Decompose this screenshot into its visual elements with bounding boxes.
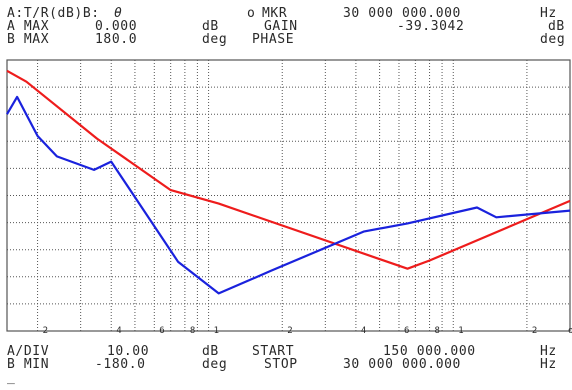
frequency-tick-label: 2	[43, 326, 48, 336]
a-max-unit: dB	[202, 19, 219, 34]
frequency-tick-label: 8	[435, 326, 440, 336]
marker-label: MKR	[262, 6, 288, 21]
gain-label: GAIN	[264, 19, 298, 34]
gain-unit: dB	[548, 19, 565, 34]
frequency-tick-label: 6	[159, 326, 164, 336]
frequency-tick-labels: 2 4 6 8 1 2 4 6 8 1 2 o	[43, 326, 572, 336]
frequency-tick-label: 4	[361, 326, 366, 336]
b-min-value: -180.0	[95, 357, 146, 372]
a-max-label: A MAX	[7, 19, 50, 34]
a-div-value: 10.00	[107, 344, 150, 359]
channel-label: A:T/R(dB)B:	[7, 6, 100, 21]
frequency-tick-label: 2	[287, 326, 292, 336]
a-div-unit: dB	[202, 344, 219, 359]
plot-grid	[6, 59, 571, 332]
phase-unit: deg	[540, 32, 566, 47]
b-max-unit: deg	[202, 32, 228, 47]
cursor-indicator: _	[7, 370, 16, 385]
gain-value: -39.3042	[397, 19, 465, 34]
stop-label: STOP	[264, 357, 298, 372]
frequency-tick-label: 1	[458, 326, 463, 336]
frequency-tick-label: 8	[190, 326, 195, 336]
a-div-label: A/DIV	[7, 344, 50, 359]
a-max-value: 0.000	[95, 19, 138, 34]
gain-trace	[6, 69, 571, 270]
frequency-tick-label: 6	[404, 326, 409, 336]
start-unit: Hz	[540, 344, 557, 359]
marker-icon: o	[247, 6, 256, 21]
stop-unit: Hz	[540, 357, 557, 372]
frequency-tick-label: 2	[532, 326, 537, 336]
marker-frequency: 30 000 000.000	[343, 6, 461, 21]
marker-frequency-unit: Hz	[540, 6, 557, 21]
b-min-unit: deg	[202, 357, 228, 372]
frequency-tick-label: 1	[214, 326, 219, 336]
start-value: 150 000.000	[383, 344, 476, 359]
b-max-value: 180.0	[95, 32, 138, 47]
b-max-label: B MAX	[7, 32, 50, 47]
theta-symbol: θ	[114, 6, 123, 21]
frequency-tick-label: 4	[116, 326, 121, 336]
stop-value: 30 000 000.000	[343, 357, 461, 372]
start-label: START	[252, 344, 295, 359]
phase-trace	[6, 95, 571, 295]
b-min-label: B MIN	[7, 357, 50, 372]
phase-label: PHASE	[252, 32, 295, 47]
frequency-tick-label: o	[568, 326, 572, 336]
